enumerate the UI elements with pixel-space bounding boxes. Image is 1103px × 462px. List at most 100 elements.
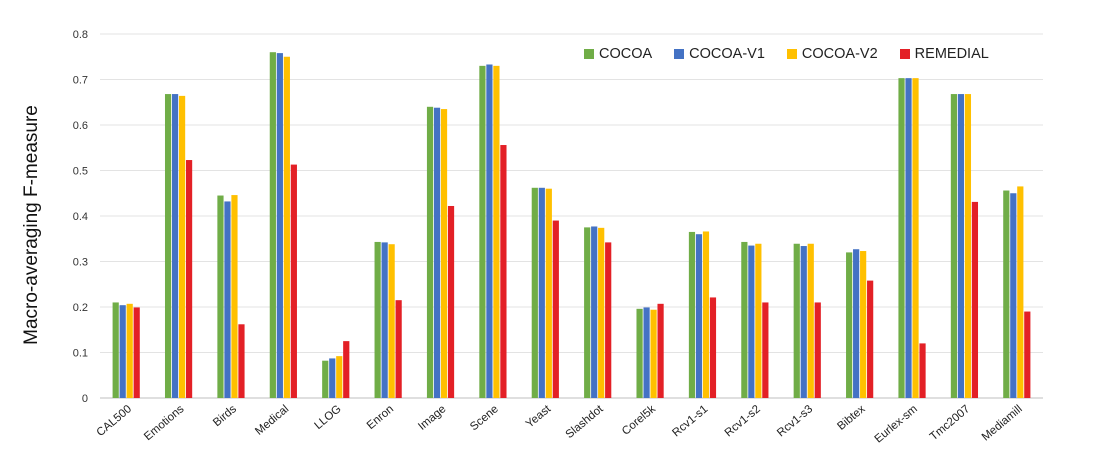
bar-cocoa-v1-eurlex-sm [905, 78, 912, 398]
bar-cocoa-v2-bibtex [860, 251, 867, 398]
bar-cocoa-emotions [164, 94, 172, 398]
bar-cocoa-v1-slashdot [591, 226, 598, 398]
bar-cocoa-v2-llog [336, 356, 343, 398]
bar-cocoa-rcv1-s2 [741, 241, 748, 398]
bar-cocoa-v1-cal500 [119, 305, 126, 398]
bar-cocoa-birds [217, 195, 224, 398]
bar-cocoa-v1-tmc2007 [957, 94, 965, 398]
x-tick-label: Birds [211, 403, 239, 429]
y-tick-label: 0.4 [73, 211, 88, 223]
bar-cocoa-image [426, 106, 434, 399]
bar-remedial-slashdot [605, 242, 612, 398]
bar-cocoa-v1-birds [224, 201, 231, 398]
x-tick-label: Scene [468, 403, 501, 433]
y-tick-label: 0.2 [73, 302, 88, 314]
x-tick-label: Rcv1-s1 [670, 403, 710, 439]
x-axis-ticks: CAL500 Emotions Birds Medical LLOG Enron Image… [95, 403, 1025, 446]
bar-cocoa-rcv1-s3 [793, 243, 800, 398]
bar-cocoa-v1-emotions [171, 94, 179, 398]
legend-label: COCOA-V1 [689, 46, 765, 62]
bars [112, 52, 1031, 399]
legend: COCOA COCOA-V1 COCOA-V2 REMEDIAL [584, 46, 989, 62]
y-tick-label: 0.6 [73, 120, 88, 132]
legend-label: COCOA-V2 [801, 46, 878, 62]
bar-remedial-birds [238, 324, 245, 398]
x-tick-label: Corel5k [620, 403, 658, 438]
y-tick-label: 0.8 [73, 29, 88, 41]
bar-cocoa-v1-scene [486, 64, 493, 399]
y-tick-label: 0 [82, 393, 88, 405]
bar-remedial-emotions [185, 160, 193, 398]
bar-cocoa-medical [269, 52, 276, 398]
bar-cocoa-v1-rcv1-s2 [748, 245, 755, 398]
x-tick-label: Emotions [142, 403, 187, 443]
bar-remedial-cal500 [133, 307, 140, 398]
gridlines [100, 33, 1043, 399]
x-tick-label: Medical [253, 403, 291, 438]
bar-remedial-rcv1-s3 [814, 302, 821, 398]
legend-item: COCOA-V1 [674, 46, 765, 62]
bar-cocoa-v2-enron [388, 244, 395, 398]
y-axis-ticks: 0 0.1 0.2 0.3 0.4 0.5 0.6 0.7 0.8 [73, 29, 88, 405]
bar-remedial-mediamill [1024, 311, 1031, 398]
bar-cocoa-v2-cal500 [126, 303, 133, 398]
y-tick-label: 0.1 [73, 348, 88, 360]
bar-cocoa-v2-rcv1-s2 [755, 243, 762, 398]
y-axis-label-wrap: Macro-averaging F-measure [12, 60, 52, 390]
bar-cocoa-tmc2007 [950, 94, 958, 398]
bar-remedial-llog [343, 341, 350, 399]
bar-cocoa-mediamill [1003, 190, 1010, 398]
legend-label: COCOA [599, 46, 653, 62]
legend-swatch [584, 49, 594, 59]
bar-cocoa-v2-emotions [178, 95, 186, 398]
bar-cocoa-v2-corel5k [650, 309, 657, 398]
bar-cocoa-v2-image [440, 109, 448, 398]
bar-cocoa-scene [479, 65, 486, 398]
y-tick-label: 0.5 [73, 166, 88, 178]
bar-cocoa-v1-mediamill [1010, 193, 1017, 398]
bar-cocoa-rcv1-s1 [688, 231, 696, 398]
bar-cocoa-bibtex [846, 252, 853, 398]
legend-swatch [899, 49, 910, 59]
bar-remedial-medical [290, 164, 297, 398]
bar-cocoa-v2-tmc2007 [964, 94, 972, 398]
bar-cocoa-slashdot [584, 227, 591, 399]
bar-cocoa-v2-medical [283, 56, 290, 398]
x-tick-label: Mediamill [980, 403, 1025, 443]
bar-cocoa-v2-slashdot [598, 227, 605, 398]
bar-cocoa-v2-eurlex-sm [912, 78, 919, 398]
legend-item: COCOA [584, 46, 652, 62]
legend-item: COCOA-V2 [786, 46, 878, 62]
legend-item: REMEDIAL [899, 46, 989, 62]
bar-remedial-yeast [552, 220, 559, 398]
bar-cocoa-v1-medical [276, 53, 283, 399]
bar-remedial-enron [395, 300, 402, 398]
x-tick-label: CAL500 [95, 403, 135, 439]
legend-label: REMEDIAL [914, 46, 989, 62]
bar-cocoa-v2-rcv1-s1 [702, 231, 710, 398]
bar-cocoa-v1-rcv1-s3 [800, 246, 807, 398]
bar-remedial-rcv1-s2 [762, 302, 769, 398]
bar-cocoa-v1-bibtex [853, 249, 860, 398]
bar-cocoa-v1-llog [329, 358, 336, 398]
x-tick-label: Rcv1-s2 [723, 403, 763, 439]
bar-remedial-bibtex [867, 280, 874, 398]
bar-cocoa-v1-image [433, 107, 441, 399]
legend-swatch [786, 49, 797, 59]
bar-cocoa-v2-scene [493, 65, 500, 398]
bar-cocoa-yeast [531, 187, 538, 398]
x-tick-label: Bibtex [835, 403, 867, 433]
x-tick-label: Eurlex-sm [873, 403, 920, 445]
x-tick-label: Rcv1-s3 [775, 403, 815, 439]
legend-swatch [674, 49, 685, 59]
x-tick-label: LLOG [312, 403, 343, 432]
bar-cocoa-llog [322, 360, 329, 398]
bar-remedial-corel5k [657, 303, 664, 398]
bar-cocoa-enron [374, 241, 381, 398]
x-tick-label: Enron [365, 403, 396, 432]
bar-cocoa-cal500 [112, 302, 119, 398]
bar-cocoa-corel5k [636, 308, 643, 398]
x-tick-label: Slashdot [564, 403, 607, 441]
bar-cocoa-v2-rcv1-s3 [807, 243, 814, 398]
